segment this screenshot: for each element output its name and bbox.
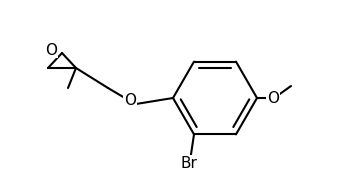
Text: Br: Br [181, 156, 197, 171]
Text: O: O [124, 93, 136, 107]
Text: O: O [267, 91, 279, 105]
Text: O: O [45, 43, 57, 57]
